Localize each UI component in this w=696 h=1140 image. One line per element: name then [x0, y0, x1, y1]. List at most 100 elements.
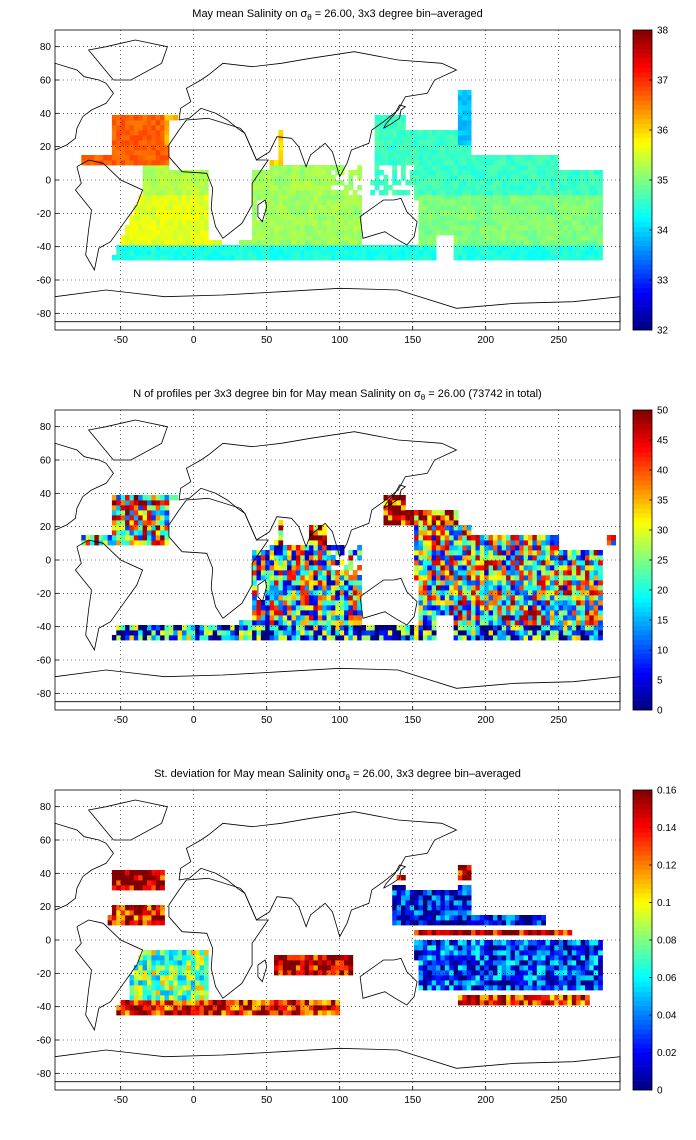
- data-cell: [142, 875, 148, 881]
- data-cell: [138, 240, 143, 246]
- colorbar-tick-label: 32: [657, 326, 669, 337]
- data-cell: [339, 625, 345, 631]
- colorbar-segment: [633, 34, 652, 40]
- data-cell: [580, 220, 586, 226]
- data-cell: [81, 155, 87, 161]
- data-cell: [532, 610, 538, 616]
- data-cell: [576, 620, 581, 626]
- data-cell: [427, 535, 433, 541]
- data-cell: [462, 200, 468, 206]
- data-cell: [457, 630, 463, 636]
- data-cell: [549, 215, 555, 221]
- data-cell: [541, 620, 546, 626]
- data-cell: [147, 190, 152, 196]
- data-cell: [326, 205, 332, 211]
- data-cell: [532, 155, 538, 161]
- data-cell: [260, 235, 266, 241]
- data-cell: [567, 580, 573, 586]
- data-cell: [449, 190, 454, 196]
- data-cell: [309, 540, 314, 546]
- data-cell: [208, 245, 214, 251]
- data-cell: [449, 985, 454, 991]
- data-cell: [563, 610, 568, 616]
- colorbar-segment: [633, 644, 652, 650]
- data-cell: [457, 160, 463, 166]
- data-cell: [120, 870, 126, 876]
- data-cell: [265, 595, 270, 601]
- data-cell: [313, 605, 319, 611]
- data-cell: [282, 225, 288, 231]
- data-cell: [195, 240, 200, 246]
- data-cell: [449, 940, 454, 946]
- data-cell: [361, 625, 367, 631]
- data-cell: [567, 235, 573, 241]
- data-cell: [501, 215, 507, 221]
- data-cell: [471, 995, 476, 1001]
- data-cell: [265, 560, 270, 566]
- data-cell: [576, 615, 581, 621]
- data-cell: [120, 510, 126, 516]
- data-cell: [278, 235, 284, 241]
- data-cell: [142, 240, 148, 246]
- data-cell: [431, 245, 437, 251]
- data-cell: [173, 250, 179, 256]
- data-cell: [506, 940, 511, 946]
- data-cell: [252, 610, 257, 616]
- data-cell: [295, 630, 301, 636]
- data-cell: [440, 600, 446, 606]
- data-cell: [558, 225, 564, 231]
- data-cell: [488, 970, 494, 976]
- colorbar-segment: [633, 695, 652, 701]
- data-cell: [488, 225, 494, 231]
- data-cell: [173, 995, 179, 1001]
- data-cell: [147, 505, 152, 511]
- data-cell: [168, 1010, 174, 1016]
- data-cell: [94, 535, 100, 541]
- data-cell: [160, 220, 165, 226]
- data-cell: [322, 525, 327, 531]
- data-cell: [309, 560, 314, 566]
- data-cell: [593, 230, 599, 236]
- data-cell: [488, 930, 494, 936]
- data-cell: [133, 870, 139, 876]
- data-cell: [475, 585, 481, 591]
- data-cell: [352, 195, 358, 201]
- data-cell: [133, 495, 139, 501]
- data-cell: [317, 200, 323, 206]
- data-cell: [514, 180, 520, 186]
- data-cell: [164, 205, 170, 211]
- data-cell: [203, 990, 209, 996]
- data-cell: [322, 555, 327, 561]
- data-cell: [317, 545, 323, 551]
- data-cell: [260, 230, 266, 236]
- data-cell: [401, 505, 406, 511]
- data-cell: [260, 225, 266, 231]
- data-cell: [322, 185, 327, 191]
- data-cell: [335, 625, 341, 631]
- data-cell: [392, 155, 397, 161]
- data-cell: [567, 245, 573, 251]
- data-cell: [164, 495, 170, 501]
- data-cell: [462, 525, 468, 531]
- data-cell: [177, 205, 183, 211]
- data-cell: [295, 205, 301, 211]
- data-cell: [510, 920, 516, 926]
- data-cell: [422, 160, 428, 166]
- colorbar-segment: [633, 119, 652, 125]
- data-cell: [418, 160, 424, 166]
- data-cell: [536, 630, 542, 636]
- data-cell: [142, 530, 148, 536]
- data-cell: [589, 170, 595, 176]
- data-cell: [409, 915, 415, 921]
- data-cell: [168, 240, 174, 246]
- data-cell: [309, 545, 314, 551]
- data-cell: [554, 585, 560, 591]
- data-cell: [449, 945, 454, 951]
- data-cell: [401, 140, 406, 146]
- data-cell: [497, 215, 503, 221]
- data-cell: [571, 170, 577, 176]
- data-cell: [422, 975, 428, 981]
- antarctica-outline: [54, 667, 621, 703]
- data-cell: [563, 615, 568, 621]
